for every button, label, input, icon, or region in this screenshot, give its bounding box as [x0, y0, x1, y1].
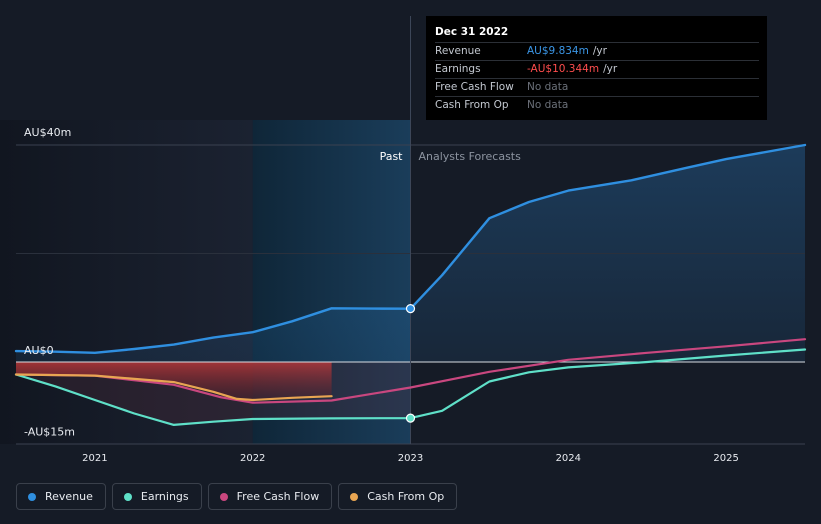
tooltip-value: No data — [527, 99, 569, 111]
tooltip-value: No data — [527, 81, 569, 93]
forecast-label: Analysts Forecasts — [419, 150, 522, 163]
tooltip-label: Free Cash Flow — [435, 81, 514, 93]
y-axis-label: -AU$15m — [24, 425, 75, 438]
x-tick-label: 2024 — [556, 453, 581, 464]
tooltip-unit: /yr — [603, 63, 618, 75]
tooltip-date: Dec 31 2022 — [435, 26, 509, 38]
tooltip-row-free-cash-flow: Free Cash Flow No data — [435, 78, 759, 96]
past-label: Past — [380, 150, 404, 163]
x-tick-label: 2021 — [82, 453, 107, 464]
tooltip-label: Earnings — [435, 63, 481, 75]
earnings-line — [14, 348, 807, 426]
earnings-marker — [405, 413, 416, 423]
tooltip-row-cash-from-op: Cash From Op No data — [435, 96, 759, 114]
tooltip-label: Cash From Op — [435, 99, 509, 111]
legend-dot-icon — [123, 492, 132, 501]
revenue-area — [16, 145, 805, 362]
legend-item-free-cash-flow[interactable]: Free Cash Flow — [207, 483, 333, 510]
legend-label: Cash From Op — [367, 490, 445, 503]
tooltip-value: -AU$10.344m — [527, 63, 600, 75]
tooltip-value: AU$9.834m — [527, 45, 589, 57]
data-tooltip: Dec 31 2022 Revenue AU$9.834m /yr Earnin… — [426, 16, 767, 120]
legend-item-cash-from-op[interactable]: Cash From Op — [338, 483, 458, 510]
legend-dot-icon — [219, 492, 228, 501]
free-cash-flow-line — [14, 338, 807, 404]
legend-dot-icon — [350, 492, 359, 501]
x-tick-label: 2023 — [398, 453, 423, 464]
y-axis-label: AU$0 — [24, 344, 54, 357]
chart-legend: Revenue Earnings Free Cash Flow Cash Fro… — [16, 483, 458, 510]
x-tick-label: 2025 — [713, 453, 738, 464]
legend-label: Free Cash Flow — [236, 490, 320, 503]
legend-item-revenue[interactable]: Revenue — [16, 483, 106, 510]
x-tick-label: 2022 — [240, 453, 265, 464]
legend-label: Earnings — [140, 490, 189, 503]
revenue-line — [14, 143, 807, 354]
y-axis-label: AU$40m — [24, 126, 71, 139]
legend-label: Revenue — [45, 490, 93, 503]
legend-item-earnings[interactable]: Earnings — [111, 483, 202, 510]
revenue-marker — [405, 304, 416, 314]
cash-from-op-line — [14, 373, 333, 402]
tooltip-unit: /yr — [592, 45, 607, 57]
tooltip-label: Revenue — [435, 45, 481, 57]
tooltip-row-revenue: Revenue AU$9.834m /yr — [435, 42, 759, 60]
tooltip-row-earnings: Earnings -AU$10.344m /yr — [435, 60, 759, 78]
legend-dot-icon — [28, 492, 36, 501]
